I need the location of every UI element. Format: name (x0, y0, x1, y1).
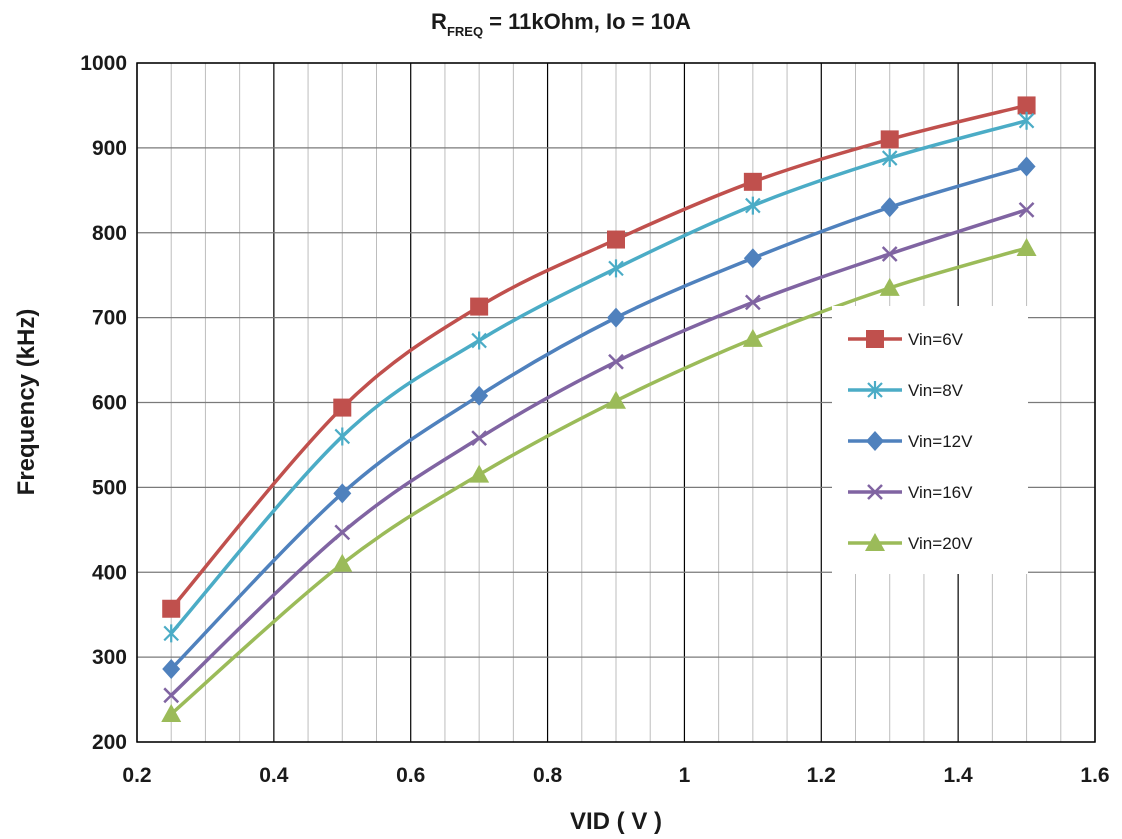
data-point (880, 197, 899, 218)
data-point (744, 294, 761, 311)
series-vin-12v (162, 156, 1036, 680)
y-tick-label: 300 (92, 646, 127, 669)
x-tick-label: 0.2 (122, 764, 151, 787)
data-point (743, 248, 762, 269)
series-vin-20v (161, 238, 1037, 722)
legend-label: Vin=20V (908, 534, 973, 553)
y-tick-label: 600 (92, 392, 127, 415)
data-point (1018, 111, 1035, 130)
series-vin-16v (163, 201, 1035, 704)
legend-item: Vin=20V (848, 533, 973, 553)
series-line (170, 208, 1028, 697)
legend-label: Vin=6V (908, 330, 964, 349)
legend-label: Vin=8V (908, 381, 964, 400)
data-point (471, 331, 487, 350)
legend-marker (866, 431, 884, 451)
y-tick-label: 500 (92, 476, 127, 499)
x-tick-label: 1 (679, 764, 691, 787)
legend: Vin=6V Vin=8V Vin=12V Vin=16V Vin=20V (848, 330, 973, 553)
x-tick-label: 1.6 (1080, 764, 1109, 787)
data-point (470, 385, 489, 406)
data-point (162, 659, 181, 680)
x-axis-ticks: 0.2 0.4 0.6 0.8 1 1.2 1.4 1.6 (122, 764, 1109, 787)
data-point (1017, 156, 1036, 177)
y-tick-label: 900 (92, 137, 127, 160)
data-point (334, 427, 351, 446)
series-line (169, 119, 1028, 635)
data-point (879, 277, 900, 296)
y-axis-ticks: 200 300 400 500 600 700 800 900 1000 (80, 52, 127, 754)
y-tick-label: 400 (92, 561, 127, 584)
data-point (1016, 238, 1037, 257)
y-tick-label: 200 (92, 731, 127, 754)
y-tick-label: 1000 (80, 52, 127, 75)
series-layer (161, 96, 1037, 722)
legend-marker (867, 484, 883, 500)
legend-item: Vin=6V (848, 330, 964, 349)
x-tick-label: 1.4 (944, 764, 974, 787)
data-point (608, 259, 624, 278)
x-tick-label: 0.4 (259, 764, 289, 787)
legend-marker (865, 533, 885, 551)
data-point (607, 230, 625, 249)
data-point (162, 599, 181, 618)
data-point (161, 703, 182, 722)
y-tick-label: 700 (92, 307, 127, 330)
data-point (471, 430, 488, 447)
data-point (333, 398, 352, 417)
legend-item: Vin=16V (848, 483, 973, 502)
legend-item: Vin=12V (848, 431, 973, 451)
data-point (745, 196, 761, 215)
legend-marker (866, 330, 884, 348)
data-point (881, 149, 898, 168)
data-point (163, 624, 179, 643)
data-point (334, 524, 351, 541)
data-point (742, 328, 763, 347)
data-point (333, 483, 352, 504)
legend-label: Vin=12V (908, 432, 973, 451)
data-point (469, 464, 490, 483)
data-point (880, 130, 899, 149)
data-point (606, 390, 626, 409)
chart-title-subscript: FREQ (447, 24, 483, 39)
legend-label: Vin=16V (908, 483, 973, 502)
data-point (1017, 96, 1036, 115)
x-tick-label: 1.2 (807, 764, 836, 787)
data-point (332, 553, 353, 572)
x-tick-label: 0.8 (533, 764, 563, 787)
series-vin-6v (162, 96, 1036, 618)
x-tick-label: 0.6 (396, 764, 425, 787)
y-tick-label: 800 (92, 222, 127, 245)
data-point (1018, 201, 1035, 218)
chart-title: RFREQ = 11kOhm, Io = 10A (431, 9, 691, 39)
chart-title-rest: = 11kOhm, Io = 10A (483, 9, 691, 34)
data-point (163, 687, 180, 704)
data-point (743, 172, 762, 191)
data-point (608, 353, 624, 370)
series-vin-8v (163, 111, 1035, 643)
y-axis-label: Frequency (kHz) (13, 309, 40, 496)
data-point (881, 246, 898, 262)
legend-marker (867, 381, 883, 399)
legend-item: Vin=8V (848, 381, 964, 400)
data-point (607, 307, 625, 328)
x-axis-label: VID ( V ) (570, 808, 662, 835)
data-point (470, 297, 489, 316)
plot-area-border (136, 62, 1096, 743)
chart-title-prefix: R (431, 9, 447, 34)
